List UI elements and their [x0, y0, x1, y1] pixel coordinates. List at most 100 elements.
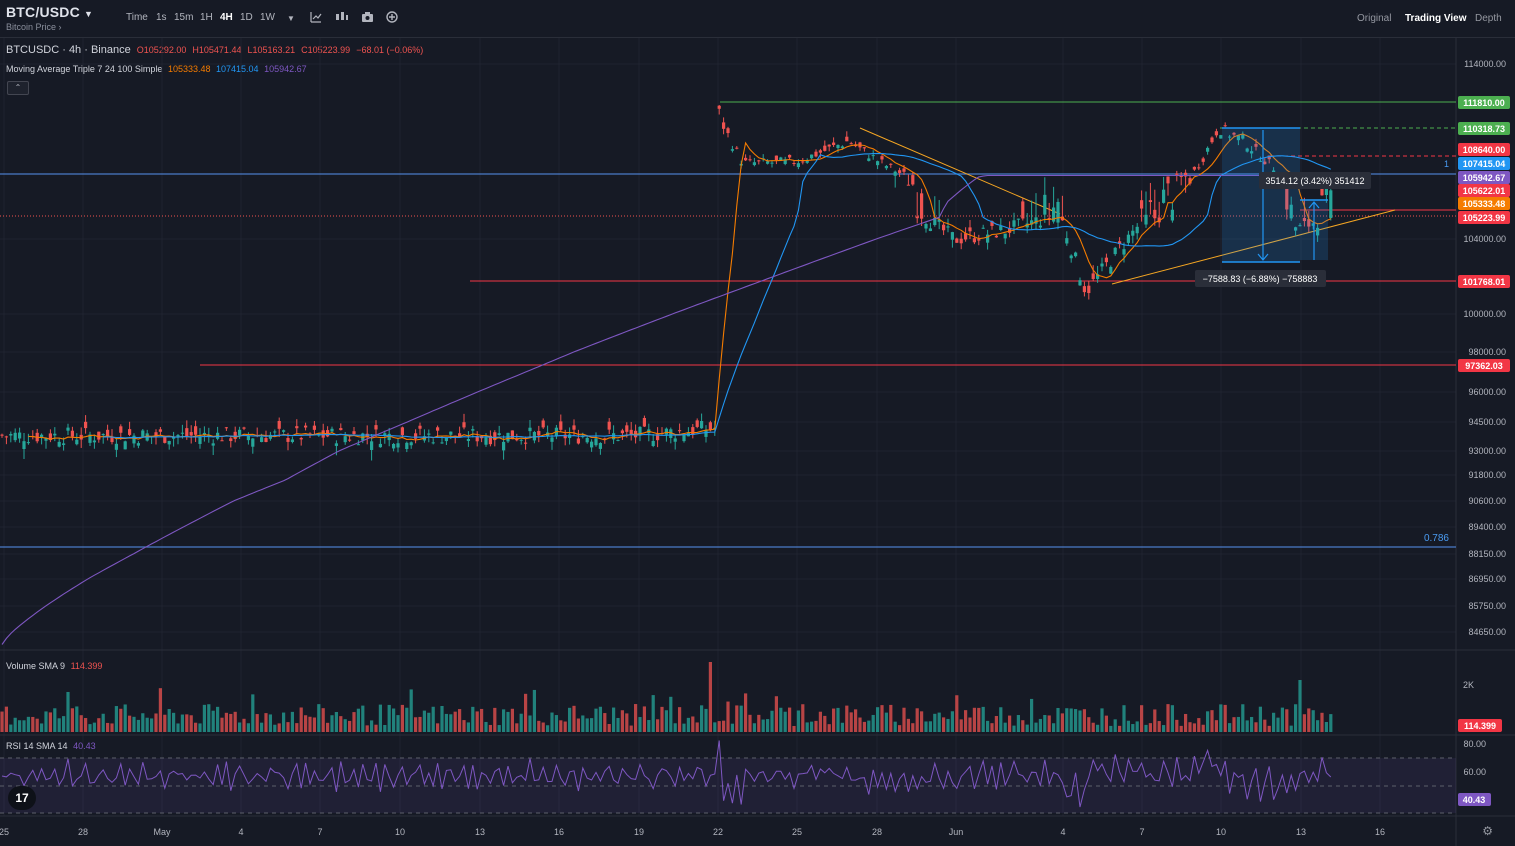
- tab-1h[interactable]: 1H: [200, 12, 213, 23]
- volume-bar: [1188, 722, 1192, 732]
- time-tick-label: 4: [1060, 827, 1065, 837]
- candle-body: [1126, 234, 1130, 243]
- price-tick-label: 104000.00: [1463, 234, 1506, 244]
- candle-body: [290, 439, 294, 442]
- tab-1w[interactable]: 1W: [260, 12, 275, 23]
- view-depth[interactable]: Depth: [1475, 13, 1502, 24]
- candle-body: [449, 431, 453, 435]
- candle-body: [942, 224, 946, 231]
- tab-1d[interactable]: 1D: [240, 12, 253, 23]
- volume-bar: [990, 723, 994, 732]
- candle-body: [400, 427, 404, 436]
- settings-icon[interactable]: ⚙: [1482, 824, 1493, 838]
- candle-body: [1153, 209, 1157, 219]
- volume-bar: [871, 714, 875, 732]
- volume-bar: [1192, 723, 1196, 732]
- camera-icon[interactable]: [361, 11, 374, 26]
- volume-bar: [97, 718, 101, 732]
- symbol-selector[interactable]: BTC/USDC ▼: [6, 4, 93, 20]
- volume-bar: [664, 710, 668, 732]
- candle-body: [387, 433, 391, 441]
- price-axis: 114000.00 104000.00 100000.00 98000.00 96000…: [1458, 59, 1510, 806]
- volume-bar: [651, 695, 655, 732]
- time-tick-label: 13: [475, 827, 485, 837]
- volume-bar: [339, 716, 343, 732]
- candle-body: [814, 151, 818, 157]
- indicators-icon[interactable]: [310, 11, 322, 26]
- volume-bar: [26, 716, 30, 732]
- volume-bar: [977, 707, 981, 732]
- volume-bar: [172, 712, 176, 732]
- candle-body: [0, 434, 4, 436]
- volume-bar: [1263, 719, 1267, 732]
- candle-body: [990, 221, 994, 226]
- candle-body: [889, 163, 893, 165]
- legend-title: BTCUSDC · 4h · Binance: [6, 44, 131, 56]
- tab-time[interactable]: Time: [126, 12, 148, 23]
- volume-bar: [1175, 719, 1179, 732]
- volume-bar: [832, 708, 836, 732]
- volume-bar: [576, 718, 580, 732]
- volume-bar: [128, 715, 132, 732]
- volume-bar: [946, 718, 950, 732]
- candle-body: [607, 421, 611, 430]
- volume-bar: [972, 707, 976, 732]
- view-original[interactable]: Original: [1357, 13, 1392, 24]
- candle-body: [959, 238, 963, 244]
- volume-bar: [1170, 705, 1174, 732]
- volume-bar: [1047, 715, 1051, 732]
- price-label-text: 110318.73: [1463, 124, 1505, 134]
- candle-body: [264, 438, 268, 443]
- candle-body: [9, 433, 13, 436]
- symbol-subtitle[interactable]: Bitcoin Price ›: [6, 22, 62, 32]
- candle-body: [937, 219, 941, 222]
- candle-body: [97, 431, 101, 440]
- candle-body: [229, 438, 233, 442]
- candle-body: [1289, 204, 1293, 219]
- candle-body: [207, 435, 211, 437]
- candle-body: [1311, 223, 1315, 226]
- volume-bar: [145, 717, 149, 732]
- tab-1s[interactable]: 1s: [156, 12, 167, 23]
- candle-body: [682, 434, 686, 442]
- rsi-line: [1, 740, 1332, 808]
- volume-bar: [682, 723, 686, 732]
- candle-body: [832, 142, 836, 146]
- volume-bar: [330, 715, 334, 732]
- tab-4h[interactable]: 4H: [220, 12, 233, 23]
- tab-15m[interactable]: 15m: [174, 12, 194, 23]
- volume-bar: [876, 707, 880, 732]
- candle-body: [1100, 263, 1104, 267]
- chevron-down-icon[interactable]: ▼: [287, 14, 295, 23]
- time-tick-label: 19: [634, 827, 644, 837]
- volume-bar: [730, 723, 734, 732]
- volume-bar: [1087, 717, 1091, 732]
- time-tick-label: 28: [872, 827, 882, 837]
- time-tick-label: May: [153, 827, 171, 837]
- price-tick-label: 91800.00: [1468, 470, 1506, 480]
- candle-body: [1140, 200, 1144, 209]
- volume-bar: [150, 718, 154, 732]
- price-chart[interactable]: 0.786 1 3514.12 (3.42%) 351412 −7588.83 (−…: [0, 38, 1515, 846]
- view-trading-view[interactable]: Trading View: [1405, 13, 1467, 24]
- volume-bar: [748, 714, 752, 732]
- volume-bar: [75, 706, 79, 732]
- volume-bar: [1254, 722, 1258, 732]
- tradingview-logo[interactable]: 17: [8, 786, 36, 810]
- collapse-legend-button[interactable]: ⌃: [7, 81, 29, 95]
- volume-bar: [695, 722, 699, 732]
- candle-body: [224, 427, 228, 429]
- candles-icon[interactable]: [335, 11, 349, 26]
- candle-body: [752, 162, 756, 166]
- volume-bar: [524, 693, 528, 732]
- candle-body: [1021, 201, 1025, 219]
- time-tick-label: 22: [713, 827, 723, 837]
- candle-body: [1012, 220, 1016, 227]
- candle-body: [656, 434, 660, 441]
- time-tick-label: 13: [1296, 827, 1306, 837]
- chart-area[interactable]: 0.786 1 3514.12 (3.42%) 351412 −7588.83 (−…: [0, 38, 1515, 846]
- candle-body: [84, 421, 88, 429]
- candle-body: [862, 147, 866, 149]
- candle-body: [770, 162, 774, 164]
- add-icon[interactable]: [386, 11, 398, 26]
